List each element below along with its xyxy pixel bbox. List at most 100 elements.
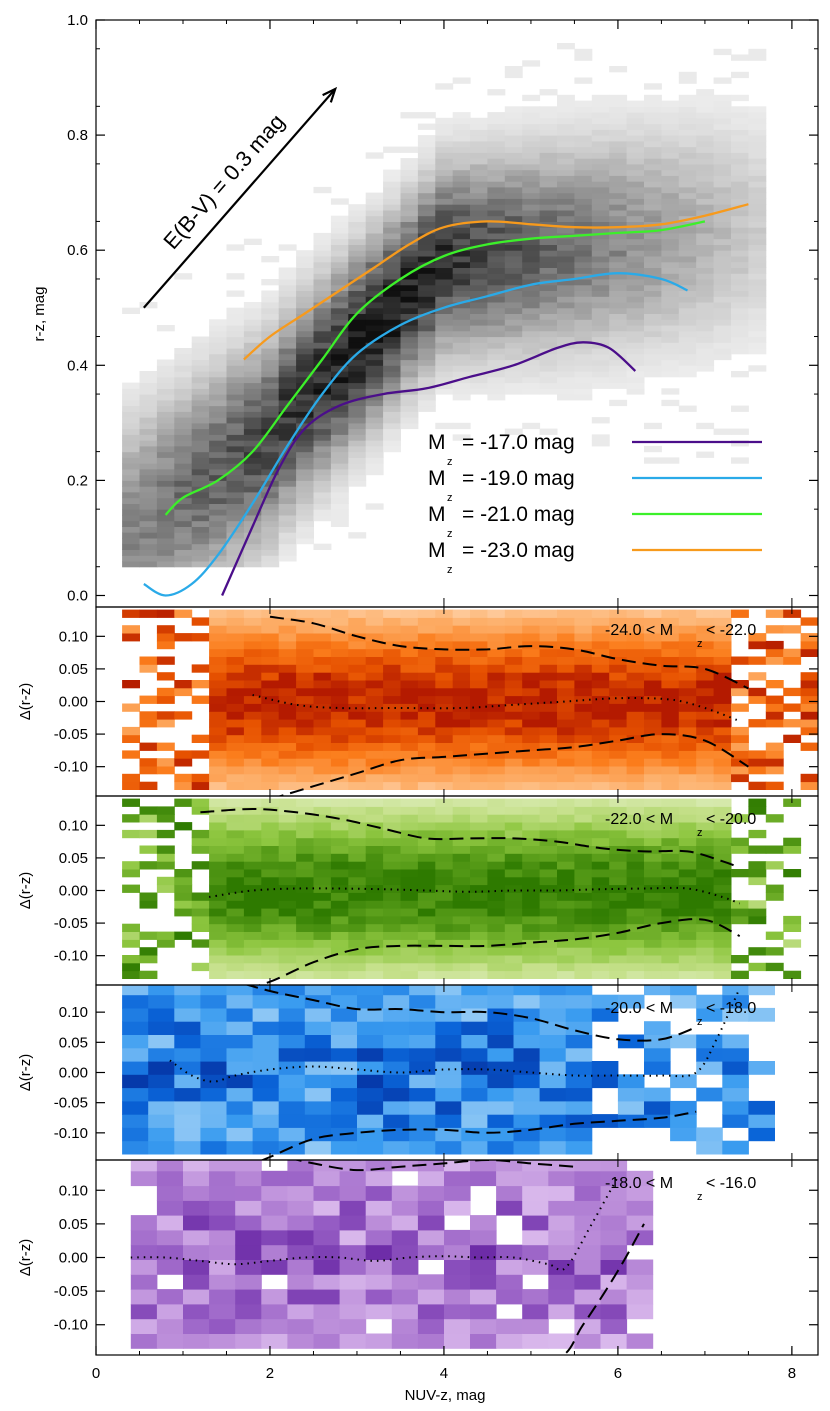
density-cell (591, 307, 610, 314)
density-cell (330, 250, 349, 257)
density-cell (348, 411, 367, 418)
density-cell (348, 434, 367, 441)
density-cell (470, 376, 488, 384)
density-cell (330, 256, 349, 263)
density-cell (678, 146, 697, 153)
residual-cell (644, 617, 662, 626)
density-cell (678, 267, 697, 274)
density-cell (156, 543, 175, 550)
residual-cell (591, 695, 610, 704)
density-cell (504, 267, 523, 274)
density-cell (452, 181, 471, 188)
residual-cell (504, 781, 523, 790)
residual-cell (278, 798, 297, 807)
residual-cell (435, 829, 454, 839)
density-cell (330, 520, 349, 527)
density-cell (191, 543, 210, 550)
residual-cell (278, 703, 297, 712)
residual-cell (174, 994, 201, 1009)
density-cell (296, 526, 314, 533)
residual-cell (348, 758, 367, 767)
density-cell (626, 198, 645, 205)
residual-cell (609, 734, 628, 743)
residual-cell (644, 781, 662, 790)
density-cell (365, 302, 384, 309)
density-cell (557, 163, 575, 171)
residual-cell (400, 656, 419, 665)
density-cell (156, 503, 175, 510)
density-cell (156, 463, 175, 470)
density-cell (626, 279, 645, 286)
density-cell (504, 163, 523, 171)
density-cell (365, 445, 384, 453)
residual-cell (644, 648, 662, 657)
density-cell (174, 520, 193, 527)
residual-cell (678, 750, 697, 759)
residual-cell (626, 773, 645, 783)
density-cell (400, 209, 419, 217)
density-cell (435, 325, 454, 332)
residual-cell (400, 837, 419, 846)
density-cell (400, 319, 419, 326)
residual-cell (678, 853, 697, 862)
residual-cell (504, 633, 523, 642)
residual-cell (713, 773, 732, 783)
density-cell (731, 175, 749, 182)
residual-cell (522, 939, 541, 948)
residual-cell (226, 947, 245, 956)
residual-cell (557, 640, 575, 650)
residual-cell (296, 672, 314, 681)
density-cell (209, 451, 227, 458)
density-cell (731, 238, 749, 245)
density-cell (313, 302, 332, 309)
density-cell (678, 204, 697, 211)
density-cell (330, 491, 349, 499)
density-cell (661, 325, 680, 332)
density-cell (522, 227, 541, 234)
residual-cell (765, 648, 784, 657)
residual-cell (670, 985, 697, 996)
density-cell (609, 250, 628, 257)
residual-cell (435, 711, 454, 720)
residual-cell (522, 766, 541, 775)
residual-cell (574, 845, 593, 854)
residual-cell (139, 711, 158, 720)
residual-cell (417, 1170, 445, 1187)
density-cell (226, 273, 245, 280)
density-cell (156, 526, 175, 533)
density-cell (296, 514, 314, 522)
density-cell (226, 474, 245, 481)
density-cell (278, 468, 297, 476)
residual-cell (130, 1229, 158, 1246)
density-cell (748, 284, 767, 291)
residual-cell (278, 687, 297, 697)
density-cell (644, 319, 662, 326)
density-cell (452, 330, 471, 338)
residual-cell (435, 985, 462, 996)
density-cell (313, 445, 332, 453)
residual-cell (713, 781, 732, 790)
residual-cell (365, 947, 384, 956)
density-cell (417, 325, 436, 332)
density-cell (644, 284, 662, 291)
density-cell (713, 302, 732, 309)
density-cell (487, 204, 506, 211)
residual-cell (644, 625, 662, 634)
density-cell (731, 117, 749, 125)
density-cell (261, 422, 280, 430)
density-cell (696, 117, 715, 125)
residual-cell (452, 640, 471, 650)
residual-cell (391, 1333, 419, 1349)
residual-cell (122, 1087, 149, 1102)
density-cell (261, 388, 280, 395)
density-cell (278, 319, 297, 326)
density-cell (731, 325, 749, 332)
residual-cell (748, 758, 767, 767)
density-cell (400, 342, 419, 349)
residual-cell (696, 869, 715, 878)
density-cell (278, 497, 297, 504)
density-cell (261, 445, 280, 453)
density-cell (174, 422, 193, 430)
residual-cell (156, 1200, 184, 1216)
residual-cell (731, 773, 749, 783)
